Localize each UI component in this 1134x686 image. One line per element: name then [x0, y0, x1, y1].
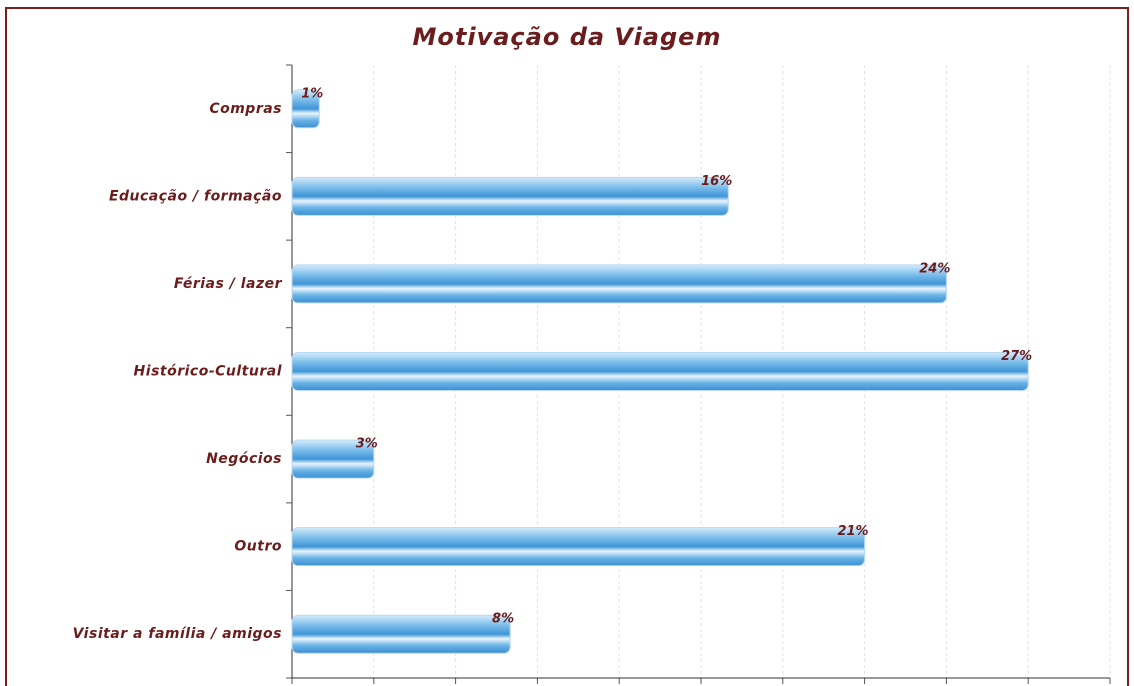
y-tick-label: Negócios	[206, 451, 282, 467]
y-tick-label: Visitar a família / amigos	[73, 626, 282, 642]
y-tick-label: Outro	[234, 539, 282, 555]
value-label: 21%	[837, 524, 868, 539]
value-label: 8%	[492, 612, 514, 627]
value-label: 27%	[1001, 349, 1032, 364]
y-tick-label: Compras	[209, 101, 282, 117]
bar	[291, 439, 375, 479]
y-tick-label: Férias / lazer	[174, 276, 283, 292]
value-label: 1%	[301, 86, 323, 101]
y-tick-label: Histórico-Cultural	[134, 364, 282, 380]
bar	[291, 264, 947, 304]
frame	[5, 7, 1129, 686]
bar	[291, 89, 320, 129]
y-tick-label: Educação / formação	[109, 188, 282, 204]
value-label: 24%	[919, 261, 950, 276]
bar	[291, 527, 866, 567]
bar	[291, 176, 729, 216]
bar	[291, 352, 1029, 391]
bar	[291, 614, 511, 654]
value-label: 16%	[701, 174, 732, 189]
value-label: 3%	[356, 437, 378, 452]
chart-title: Motivação da Viagem	[413, 23, 722, 51]
